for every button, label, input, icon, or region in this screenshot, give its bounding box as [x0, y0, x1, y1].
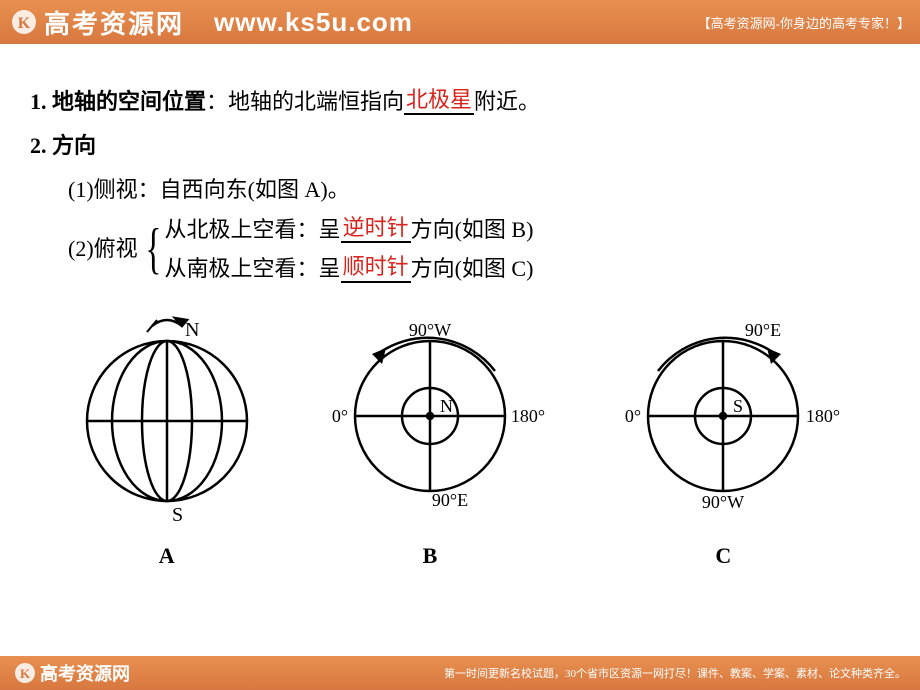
label-b: B	[423, 534, 438, 578]
footer-logo-icon: K	[14, 662, 36, 684]
globe-side-icon: N S	[67, 296, 267, 526]
bottom-banner: K 高考资源网 第一时间更新名校试题，30个省市区资源一网打尽！课件、教案、学案…	[0, 656, 920, 690]
label1: 地轴的空间位置	[47, 89, 207, 114]
bb-b: 方向(如图 C)	[411, 256, 534, 281]
bb-a: 从南极上空看：呈	[165, 256, 341, 281]
logo-block: K 高考资源网	[10, 4, 184, 41]
diagram-b: 90°W 90°E 0° 180° N B	[300, 296, 560, 578]
b-center: N	[440, 396, 453, 416]
svg-text:K: K	[20, 666, 31, 681]
num2: 2.	[30, 133, 47, 158]
diagram-a: N S A	[67, 296, 267, 578]
top-banner: K 高考资源网 www.ks5u.com 【高考资源网-你身边的高考专家！】	[0, 0, 920, 44]
logo-text: 高考资源网	[44, 4, 184, 41]
sub-2: (2)俯视 { 从北极上空看：呈逆时针方向(如图 B) 从南极上空看：呈顺时针方…	[30, 212, 890, 286]
sub2-label: (2)俯视	[68, 227, 138, 271]
content-area: 1. 地轴的空间位置：地轴的北端恒指向北极星附近。 2. 方向 (1)侧视：自西…	[0, 44, 920, 578]
globe-north-icon: 90°W 90°E 0° 180° N	[300, 296, 560, 526]
brace-top: 从北极上空看：呈逆时针方向(如图 B)	[165, 212, 534, 247]
diagram-area: N S A 90°W 90°E 0°	[30, 296, 890, 578]
diagram-c: 90°E 90°W 0° 180° S C	[593, 296, 853, 578]
tagline: 【高考资源网-你身边的高考专家！】	[698, 13, 910, 32]
num1: 1.	[30, 89, 47, 114]
blank-polaris: 北极星	[404, 87, 474, 115]
label-a: A	[159, 534, 175, 578]
line-2: 2. 方向	[30, 124, 890, 168]
svg-text:K: K	[18, 15, 31, 32]
url-pre: www.ks5u	[214, 7, 348, 37]
label-n: N	[185, 319, 199, 341]
c-left: 0°	[625, 406, 641, 426]
url-suf: com	[356, 7, 412, 37]
footer-text: 第一时间更新名校试题，30个省市区资源一网打尽！课件、教案、学案、素材、论文种类…	[444, 665, 906, 681]
b-bottom: 90°E	[432, 490, 468, 510]
blank-cw: 顺时针	[341, 254, 411, 282]
c-right: 180°	[806, 406, 840, 426]
brace-icon: {	[145, 221, 161, 277]
c-top: 90°E	[745, 320, 781, 340]
label-c: C	[715, 534, 731, 578]
blank-ccw: 逆时针	[341, 215, 411, 243]
c-center: S	[733, 396, 743, 416]
footer-logo-text: 高考资源网	[40, 660, 130, 686]
tail1: 附近。	[474, 89, 540, 114]
label-s: S	[172, 504, 183, 526]
b-top: 90°W	[409, 320, 451, 340]
line-1: 1. 地轴的空间位置：地轴的北端恒指向北极星附近。	[30, 80, 890, 124]
site-url: www.ks5u.com	[214, 7, 413, 38]
brace-bottom: 从南极上空看：呈顺时针方向(如图 C)	[165, 251, 534, 286]
logo-icon: K	[10, 8, 38, 36]
brace-content: 从北极上空看：呈逆时针方向(如图 B) 从南极上空看：呈顺时针方向(如图 C)	[165, 212, 534, 286]
colon1: ：地轴的北端恒指向	[206, 89, 404, 114]
globe-south-icon: 90°E 90°W 0° 180° S	[593, 296, 853, 526]
label2: 方向	[47, 133, 97, 158]
bt-b: 方向(如图 B)	[411, 217, 534, 242]
b-right: 180°	[511, 406, 545, 426]
b-left: 0°	[332, 406, 348, 426]
sub-1: (1)侧视：自西向东(如图 A)。	[30, 168, 890, 212]
c-bottom: 90°W	[702, 492, 744, 512]
bt-a: 从北极上空看：呈	[165, 217, 341, 242]
